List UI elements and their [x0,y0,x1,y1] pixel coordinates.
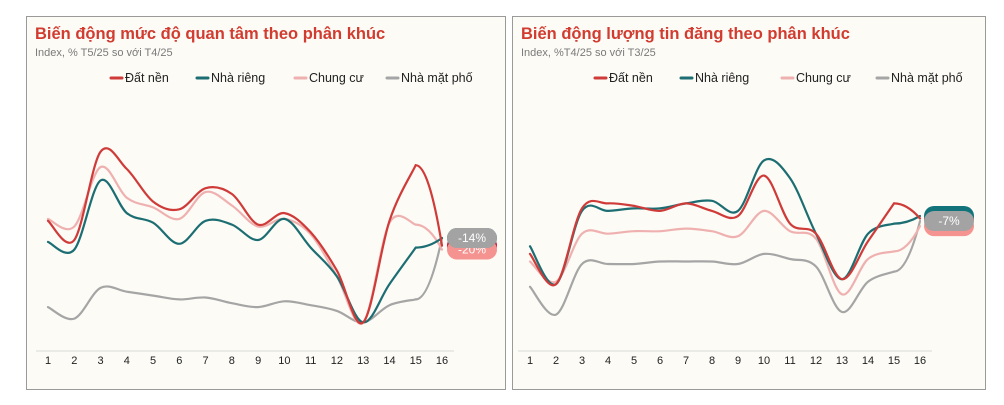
x-tick-label: 15 [410,355,422,367]
series-tail-chung-cu [414,223,444,251]
x-tick-label: 4 [605,355,611,367]
legend-label: Đất nền [125,71,169,85]
x-tick-label: 11 [305,355,316,367]
x-tick-label: 12 [810,355,822,367]
series-nha-rieng [528,157,922,286]
badge-pill [924,211,974,232]
series-dat-nen [46,147,444,325]
series-line-nha-mat-pho [528,252,896,316]
series-chung-cu [528,209,922,296]
legend-item-dat-nen: Đất nền [109,71,169,85]
x-tick-label: 16 [436,355,448,367]
series-tail-dat-nen [892,202,922,220]
x-tick-label: 9 [255,355,261,367]
chart-title: Biến động mức độ quan tâm theo phân khúc [35,25,386,43]
x-tick-label: 9 [735,355,741,367]
x-tick-label: 3 [579,355,585,367]
series-line-chung-cu [46,165,417,325]
x-tick-label: 1 [45,355,51,367]
series-tail-nha-rieng [892,214,922,225]
legend-item-nha-rieng: Nhà riêng [195,71,265,85]
end-value-label: -14% [458,231,486,245]
legend-label: Nhà mặt phố [891,71,963,85]
legend-item-chung-cu: Chung cư [293,71,364,85]
legend-label: Đất nền [609,71,653,85]
x-tick-label: 4 [124,355,130,367]
series-tail-nha-rieng [414,236,444,249]
x-tick-label: 5 [631,355,637,367]
series-line-chung-cu [528,209,896,296]
series-tail-nha-mat-pho [414,236,444,301]
series-line-dat-nen [528,174,896,287]
legend-label: Chung cư [796,71,851,85]
x-tick-label: 2 [553,355,559,367]
x-tick-label: 6 [657,355,663,367]
x-tick-label: 13 [836,355,848,367]
series-tail-chung-cu [892,225,922,253]
series-nha-rieng [46,178,444,324]
x-tick-label: 12 [331,355,343,367]
legend-item-chung-cu: Chung cư [780,71,851,85]
x-tick-label: 13 [357,355,369,367]
legend-item-nha-mat-pho: Nhà mặt phố [385,71,473,85]
chart-subtitle: Index, %T4/25 so với T3/25 [521,47,656,59]
x-tick-label: 8 [229,355,235,367]
series-line-nha-rieng [46,178,417,324]
chart-title: Biến động lượng tin đăng theo phân khúc [521,25,850,43]
chart-subtitle: Index, % T5/25 so với T4/25 [35,47,173,59]
series-line-nha-rieng [528,157,896,286]
series-tail-dat-nen [414,164,444,247]
x-tick-label: 7 [683,355,689,367]
series-dat-nen [528,174,922,287]
x-tick-label: 16 [914,355,926,367]
series-line-nha-mat-pho [46,285,417,324]
legend-item-nha-rieng: Nhà riêng [679,71,749,85]
x-tick-label: 2 [71,355,77,367]
legend-label: Nhà riêng [695,71,749,85]
x-tick-label: 7 [203,355,209,367]
x-tick-label: 14 [383,355,395,367]
x-tick-label: 3 [97,355,103,367]
x-tick-label: 1 [527,355,533,367]
end-badge-nha-mat-pho: -14% [447,228,497,249]
x-tick-label: 14 [862,355,874,367]
x-tick-label: 10 [758,355,770,367]
chart-panel-listings: Biến động lượng tin đăng theo phân khúc … [512,16,986,390]
badge-pill [447,228,497,249]
x-tick-label: 5 [150,355,156,367]
x-tick-label: 6 [176,355,182,367]
x-tick-label: 11 [784,355,795,367]
end-badge-nha-mat-pho: -7% [924,211,974,232]
x-tick-label: 15 [888,355,900,367]
legend-item-nha-mat-pho: Nhà mặt phố [875,71,963,85]
series-line-dat-nen [46,147,417,325]
x-tick-label: 8 [709,355,715,367]
chart-panel-interest: Biến động mức độ quan tâm theo phân khúc… [26,16,506,390]
x-tick-label: 10 [278,355,290,367]
legend-label: Nhà mặt phố [401,71,473,85]
end-value-label: -7% [938,214,960,228]
legend-label: Nhà riêng [211,71,265,85]
legend-label: Chung cư [309,71,364,85]
legend-item-dat-nen: Đất nền [593,71,653,85]
